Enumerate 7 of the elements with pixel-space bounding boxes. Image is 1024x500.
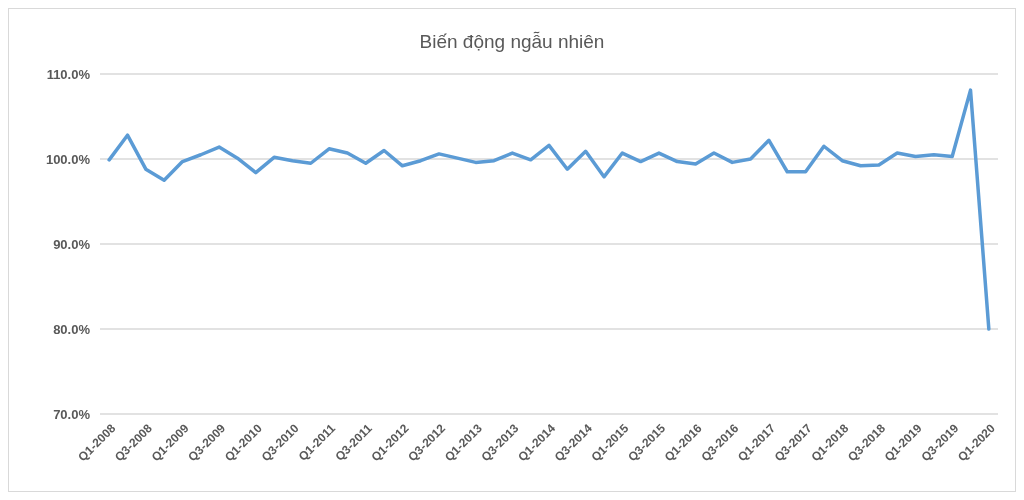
y-tick-label: 110.0% [46,66,91,82]
line-series [107,88,991,331]
y-tick-label: 80.0% [53,321,91,337]
y-tick-label: 70.0% [53,406,91,422]
y-tick-label: 100.0% [45,151,91,167]
y-tick-label: 90.0% [53,236,91,252]
chart-title: Biến động ngẫu nhiên [419,31,605,52]
